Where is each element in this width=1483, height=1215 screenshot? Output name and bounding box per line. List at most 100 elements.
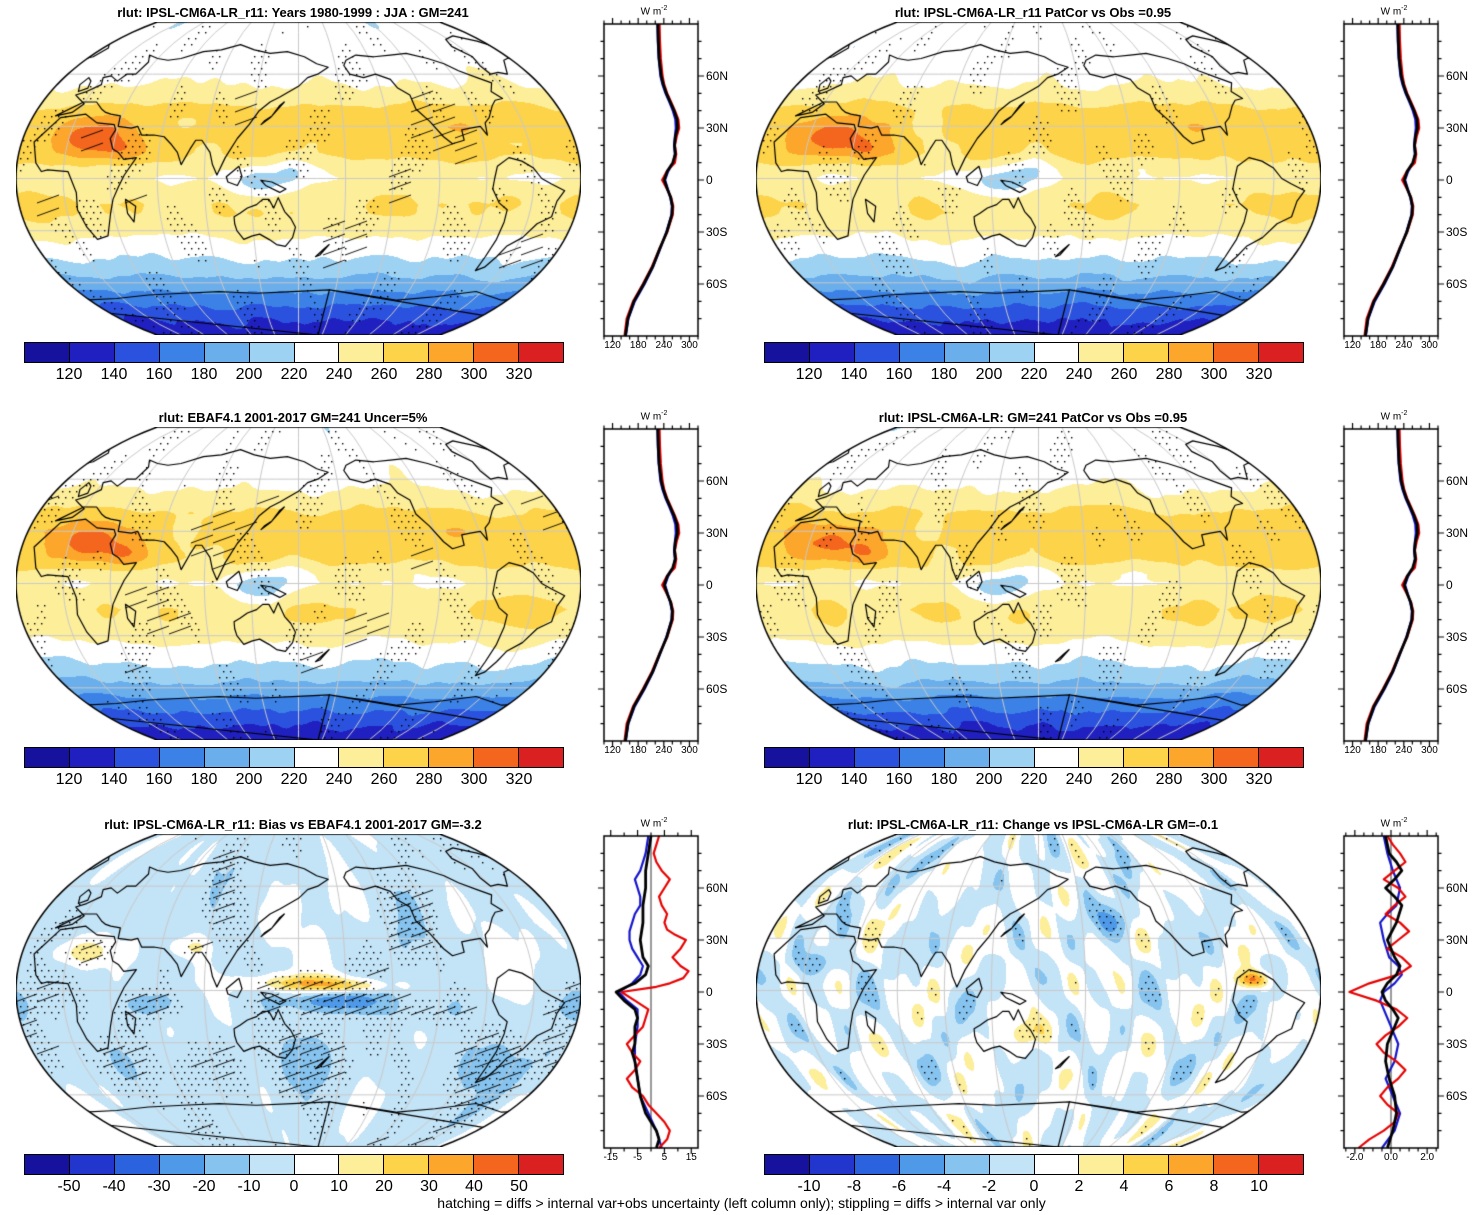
colorbar-tick-label: 260 bbox=[1110, 771, 1138, 788]
colorbar-segment bbox=[1214, 343, 1260, 362]
lat-axis-label: 0 bbox=[1446, 985, 1453, 999]
lat-axis-label: 30S bbox=[1446, 225, 1468, 239]
colorbar-segment bbox=[1079, 748, 1125, 767]
colorbar-segment bbox=[809, 1155, 855, 1174]
colorbar-tick-label: 10 bbox=[330, 1178, 348, 1195]
colorbar-segment bbox=[429, 748, 475, 767]
colorbar-segment bbox=[1124, 1155, 1170, 1174]
zonal-x-tick-label: 240 bbox=[1395, 340, 1413, 351]
zonal-x-tick-label: 300 bbox=[681, 340, 698, 351]
colorbar-tick-label: 140 bbox=[840, 771, 868, 788]
zonal-plot-canvas bbox=[580, 407, 740, 763]
colorbar-tick-label: 40 bbox=[465, 1178, 483, 1195]
colorbar-tick-label: 2 bbox=[1074, 1178, 1084, 1195]
colorbar-segment bbox=[899, 343, 945, 362]
lat-axis-label: 60N bbox=[1446, 474, 1469, 488]
colorbar-segment bbox=[294, 1155, 340, 1174]
colorbar bbox=[24, 1154, 564, 1175]
colorbar-segment bbox=[1214, 748, 1260, 767]
zonal-x-tick-label: 120 bbox=[604, 745, 621, 756]
colorbar-tick-label: 320 bbox=[505, 771, 533, 788]
colorbar-segment bbox=[519, 343, 564, 362]
lat-axis-label: 0 bbox=[1446, 173, 1453, 187]
colorbar-segment bbox=[989, 1155, 1035, 1174]
lat-axis-label: 30S bbox=[1446, 630, 1468, 644]
zonal-x-tick-label: -5 bbox=[633, 1152, 643, 1163]
lat-axis-label: 60S bbox=[1446, 682, 1468, 696]
colorbar-tick-label: -50 bbox=[57, 1178, 81, 1195]
colorbar-tick-label: 120 bbox=[795, 771, 823, 788]
colorbar-segment bbox=[294, 343, 340, 362]
colorbar-segment bbox=[159, 748, 205, 767]
panel-model-ensemble-mean: rlut: IPSL-CM6A-LR: GM=241 PatCor vs Obs… bbox=[744, 407, 1482, 807]
zonal-x-tick-label: 240 bbox=[655, 745, 673, 756]
panel-model-patcor: rlut: IPSL-CM6A-LR_r11 PatCor vs Obs =0.… bbox=[744, 2, 1482, 402]
colorbar-segment bbox=[339, 343, 385, 362]
colorbar-tick-label: 300 bbox=[1200, 366, 1228, 383]
zonal-x-tick-label: 15 bbox=[685, 1152, 697, 1163]
colorbar-tick-label: 10 bbox=[1250, 1178, 1268, 1195]
colorbar-tick-label: 240 bbox=[1065, 771, 1093, 788]
lat-axis-label: 30N bbox=[706, 121, 729, 135]
zonal-x-tick-label: 120 bbox=[604, 340, 621, 351]
figure-caption: hatching = diffs > internal var+obs unce… bbox=[437, 1195, 1046, 1211]
colorbar-segment bbox=[519, 1155, 564, 1174]
colorbar-segment bbox=[989, 343, 1035, 362]
colorbar bbox=[764, 747, 1304, 768]
colorbar-segment bbox=[159, 1155, 205, 1174]
zonal-x-tick-label: 180 bbox=[629, 745, 647, 756]
lat-axis-label: 30S bbox=[706, 1037, 728, 1051]
colorbar-segment bbox=[944, 343, 990, 362]
units-label: W m-2 bbox=[1380, 5, 1408, 18]
zonal-x-tick-label: 300 bbox=[1421, 340, 1438, 351]
colorbar-labels: 120 140 160 180 200 220 240 260 280 300 320 bbox=[764, 366, 1304, 384]
lat-axis-label: 60S bbox=[706, 277, 728, 291]
lat-axis-label: 30S bbox=[706, 225, 728, 239]
colorbar-tick-label: -10 bbox=[237, 1178, 261, 1195]
zonal-x-tick-label: 120 bbox=[1344, 340, 1361, 351]
colorbar bbox=[764, 342, 1304, 363]
colorbar-tick-label: 120 bbox=[795, 366, 823, 383]
zonal-x-tick-label: 5 bbox=[661, 1152, 668, 1163]
colorbar bbox=[764, 1154, 1304, 1175]
zonal-x-tick-label: 240 bbox=[1395, 745, 1413, 756]
colorbar-tick-label: 200 bbox=[975, 771, 1003, 788]
panel-title: rlut: IPSL-CM6A-LR_r11 PatCor vs Obs =0.… bbox=[894, 5, 1172, 20]
colorbar-segment bbox=[429, 343, 475, 362]
colorbar-tick-label: 160 bbox=[145, 366, 173, 383]
zonal-x-tick-label: 180 bbox=[629, 340, 647, 351]
lat-axis-label: 60N bbox=[1446, 69, 1469, 83]
lat-axis-label: 60S bbox=[1446, 277, 1468, 291]
zonal-x-tick-label: 300 bbox=[681, 745, 698, 756]
colorbar-segment bbox=[339, 1155, 385, 1174]
colorbar-segment bbox=[25, 748, 70, 767]
colorbar-segment bbox=[854, 1155, 900, 1174]
map-canvas bbox=[16, 834, 581, 1147]
colorbar-tick-label: 260 bbox=[1110, 366, 1138, 383]
zonal-x-tick-label: 2.0 bbox=[1420, 1152, 1435, 1163]
colorbar-segment bbox=[899, 1155, 945, 1174]
zonal-x-tick-label: 120 bbox=[1344, 745, 1361, 756]
units-label: W m-2 bbox=[1380, 817, 1408, 830]
lat-axis-label: 60S bbox=[1446, 1089, 1468, 1103]
colorbar bbox=[24, 342, 564, 363]
colorbar-segment bbox=[809, 748, 855, 767]
zonal-x-tick-label: 240 bbox=[655, 340, 673, 351]
lat-axis-label: 60N bbox=[706, 474, 729, 488]
zonal-plot-canvas bbox=[580, 814, 740, 1170]
colorbar-segment bbox=[989, 748, 1035, 767]
zonal-x-tick-label: -2.0 bbox=[1346, 1152, 1364, 1163]
colorbar-tick-label: 140 bbox=[840, 366, 868, 383]
zonal-plot-canvas bbox=[1320, 2, 1480, 358]
colorbar-segment bbox=[384, 1155, 430, 1174]
colorbar-segment bbox=[249, 1155, 295, 1174]
zonal-plot-canvas bbox=[1320, 814, 1480, 1170]
colorbar-labels: 120 140 160 180 200 220 240 260 280 300 320 bbox=[764, 771, 1304, 789]
lat-axis-label: 30S bbox=[706, 630, 728, 644]
colorbar-tick-label: 200 bbox=[235, 771, 263, 788]
lat-axis-label: 60N bbox=[706, 881, 729, 895]
colorbar-segment bbox=[249, 343, 295, 362]
colorbar-tick-label: 220 bbox=[1020, 771, 1048, 788]
colorbar-segment bbox=[1124, 748, 1170, 767]
